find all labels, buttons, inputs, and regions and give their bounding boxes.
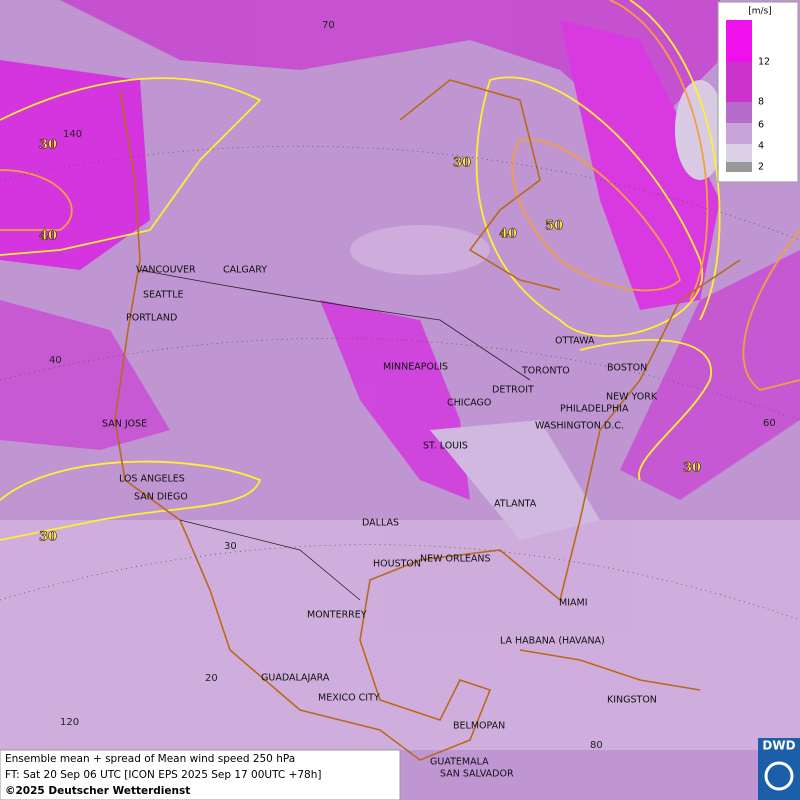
contour-label: 30 <box>683 461 701 476</box>
borders <box>139 269 531 601</box>
legend-swatch <box>726 123 752 144</box>
contour-label: 40 <box>39 229 57 244</box>
graticule-label: 120 <box>60 717 79 728</box>
city-label: LOS ANGELES <box>119 474 185 485</box>
city-label: OTTAWA <box>555 336 595 347</box>
legend-label: 4 <box>758 141 764 152</box>
logo-text: DWD <box>762 739 795 753</box>
graticule-label: 40 <box>49 355 62 366</box>
graticule-label: 20 <box>205 673 218 684</box>
city-label: MINNEAPOLIS <box>383 362 448 373</box>
city-label: PHILADELPHIA <box>560 404 629 415</box>
contour-label: 30 <box>453 156 471 171</box>
city-label: ST. LOUIS <box>423 441 468 452</box>
graticule <box>0 145 800 621</box>
logo-icon <box>764 761 794 791</box>
city-label: HOUSTON <box>373 559 421 570</box>
legend-swatch <box>726 102 752 123</box>
legend-label: 2 <box>758 162 764 173</box>
city-label: MIAMI <box>559 598 588 609</box>
city-label: MONTERREY <box>307 610 367 621</box>
labels: VANCOUVER CALGARY SEATTLE PORTLAND MINNEAPOL… <box>39 20 776 780</box>
city-label: SAN JOSE <box>102 419 147 430</box>
city-label: KINGSTON <box>607 695 657 706</box>
city-label: PORTLAND <box>126 313 177 324</box>
contour-label: 50 <box>545 219 563 234</box>
legend: [m/s] 12 8 6 4 2 <box>717 1 799 183</box>
city-label: BELMOPAN <box>453 721 505 732</box>
legend-swatch <box>726 162 752 172</box>
city-label: CALGARY <box>223 265 267 276</box>
contour-label: 30 <box>39 138 57 153</box>
contour-label: 40 <box>499 227 517 242</box>
city-label: MEXICO CITY <box>318 693 380 704</box>
city-label: GUADALAJARA <box>261 673 330 684</box>
city-label: LA HABANA (HAVANA) <box>500 636 605 647</box>
legend-swatch <box>726 144 752 162</box>
legend-swatch <box>726 62 752 102</box>
graticule-label: 60 <box>763 418 776 429</box>
city-label: BOSTON <box>607 363 647 374</box>
city-label: DALLAS <box>362 518 399 529</box>
city-label: CHICAGO <box>447 398 491 409</box>
footer-line: FT: Sat 20 Sep 06 UTC [ICON EPS 2025 Sep… <box>5 769 321 781</box>
footer-line: Ensemble mean + spread of Mean wind spee… <box>5 753 295 765</box>
city-label: NEW ORLEANS <box>420 554 491 565</box>
legend-unit: [m/s] <box>748 7 772 17</box>
contour-label: 30 <box>39 530 57 545</box>
city-label: TORONTO <box>521 366 570 377</box>
city-label: NEW YORK <box>606 392 658 403</box>
graticule-label: 70 <box>322 20 335 31</box>
city-label: VANCOUVER <box>136 265 196 276</box>
graticule-label: 30 <box>224 541 237 552</box>
legend-label: 12 <box>758 57 770 68</box>
city-label: ATLANTA <box>494 499 537 510</box>
footer-box <box>0 749 401 800</box>
legend-swatch <box>726 20 752 62</box>
legend-label: 6 <box>758 120 764 131</box>
city-label: WASHINGTON D.C. <box>535 421 624 432</box>
city-label: SAN SALVADOR <box>440 769 514 780</box>
contours <box>0 0 800 541</box>
city-label: DETROIT <box>492 385 534 396</box>
city-label: SEATTLE <box>143 290 184 301</box>
coastlines <box>114 79 741 761</box>
wind-field <box>0 0 800 750</box>
graticule-label: 80 <box>590 740 603 751</box>
footer-copyright: ©2025 Deutscher Wetterdienst <box>5 785 190 797</box>
city-label: GUATEMALA <box>430 757 489 768</box>
legend-label: 8 <box>758 97 764 108</box>
graticule-label: 140 <box>63 129 82 140</box>
city-label: SAN DIEGO <box>134 492 188 503</box>
